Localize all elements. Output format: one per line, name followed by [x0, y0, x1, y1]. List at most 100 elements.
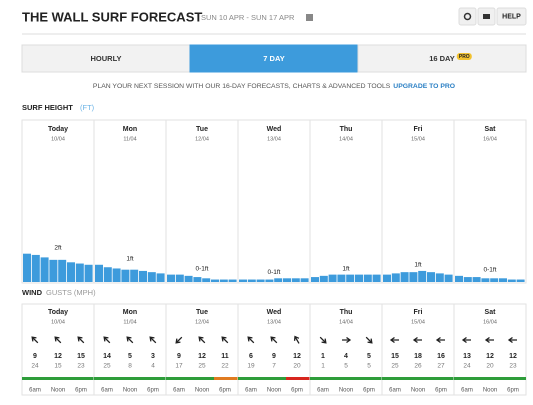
wind-time: Noon [123, 388, 137, 394]
wind-gust: 4 [151, 363, 155, 370]
wind-frame [21, 303, 527, 396]
tab-label: 7 DAY [263, 54, 284, 63]
wind-rating [142, 377, 166, 380]
wind-arrow [221, 336, 229, 344]
tab-label: HOURLY [91, 54, 122, 63]
surf-bar [463, 277, 472, 282]
wind-rating [214, 377, 238, 380]
settings-button[interactable] [458, 7, 477, 26]
wind-rating [382, 377, 406, 380]
surf-bar [84, 264, 93, 282]
tab-label: 16 DAY [429, 54, 455, 63]
wind-time: 6am [29, 388, 41, 394]
surf-height-label: 1ft [342, 265, 349, 272]
wind-speed: 9 [177, 353, 181, 360]
tab[interactable] [357, 44, 527, 73]
day-label: Fri [414, 126, 423, 133]
wind-time: Noon [195, 388, 209, 394]
wind-arrow [149, 336, 157, 344]
surf-height-label: 1ft [126, 255, 133, 262]
surf-bar [372, 274, 381, 282]
wind-time: 6pm [219, 388, 231, 394]
wind-arrow [247, 336, 255, 344]
surf-bar [95, 264, 103, 282]
gear-icon [463, 12, 472, 21]
surf-bar [156, 273, 165, 282]
wind-day-date: 15/04 [411, 319, 425, 325]
wind-time: 6am [389, 388, 401, 394]
surf-bar [265, 279, 274, 282]
day-label: Tue [196, 126, 208, 133]
wind-rating [94, 377, 118, 380]
wind-arrow [461, 336, 471, 344]
surf-bar [455, 275, 463, 282]
wind-rating [118, 377, 142, 380]
surf-bar [291, 278, 300, 282]
surf-bar [219, 279, 228, 282]
wind-time: 6am [101, 388, 113, 394]
surf-bar [147, 272, 156, 282]
wind-gust: 24 [463, 363, 471, 370]
surf-height-label: 0-1ft [483, 267, 496, 274]
day-label: Thu [340, 126, 353, 133]
wind-time: Noon [51, 388, 65, 394]
surf-bar [444, 274, 453, 282]
wind-day-date: 13/04 [267, 319, 281, 325]
wind-rating [166, 377, 190, 380]
wind-arrow [319, 336, 327, 344]
surf-height-label: 0-1ft [267, 269, 280, 276]
wind-speed: 15 [391, 353, 399, 360]
wind-gust: 27 [437, 363, 445, 370]
surf-bar [507, 279, 516, 282]
page-title: THE WALL SURF FORECAST [22, 9, 202, 24]
wind-rating [334, 377, 358, 380]
surf-bar [300, 278, 309, 282]
tab[interactable] [189, 44, 359, 73]
surf-bar [283, 278, 291, 282]
wind-gust: 25 [391, 363, 399, 370]
surf-bar [409, 272, 418, 282]
wind-gust: 17 [175, 363, 183, 370]
wind-speed: 15 [77, 353, 85, 360]
tab[interactable] [21, 44, 191, 73]
surf-bar [499, 278, 507, 282]
upgrade-link[interactable]: UPGRADE TO PRO [393, 83, 455, 90]
wind-gust: 24 [31, 363, 39, 370]
surf-bar [67, 262, 75, 282]
surf-bar [139, 270, 147, 282]
surf-bar [337, 274, 346, 282]
surf-bar [211, 279, 219, 282]
help-button[interactable] [496, 7, 527, 26]
surf-bar [481, 278, 490, 282]
surf-bar [516, 279, 525, 282]
surf-bar [193, 277, 202, 282]
wind-time: Noon [411, 388, 425, 394]
wind-arrow [126, 336, 134, 344]
wind-arrow [412, 336, 422, 344]
surf-bar [23, 253, 31, 282]
calendar-icon[interactable] [306, 14, 313, 21]
wind-arrow [389, 336, 399, 344]
surf-bar [383, 274, 391, 282]
wind-speed: 12 [509, 353, 517, 360]
surf-section-title: SURF HEIGHT [22, 103, 73, 112]
wind-speed: 9 [33, 353, 37, 360]
print-icon [483, 14, 490, 19]
day-label: Wed [267, 126, 282, 133]
wind-gust: 7 [272, 363, 276, 370]
wind-speed: 12 [293, 353, 301, 360]
wind-rating [478, 377, 502, 380]
wind-time: Noon [267, 388, 281, 394]
wind-gust: 5 [344, 363, 348, 370]
surf-bar [346, 274, 355, 282]
surf-bar [31, 254, 40, 282]
wind-arrow [175, 336, 183, 344]
surf-bar [427, 272, 435, 282]
wind-rating [406, 377, 430, 380]
wind-gust: 25 [103, 363, 111, 370]
surf-bar [472, 277, 481, 282]
pro-badge [456, 53, 472, 60]
wind-rating [502, 377, 526, 380]
wind-arrow [507, 336, 517, 344]
